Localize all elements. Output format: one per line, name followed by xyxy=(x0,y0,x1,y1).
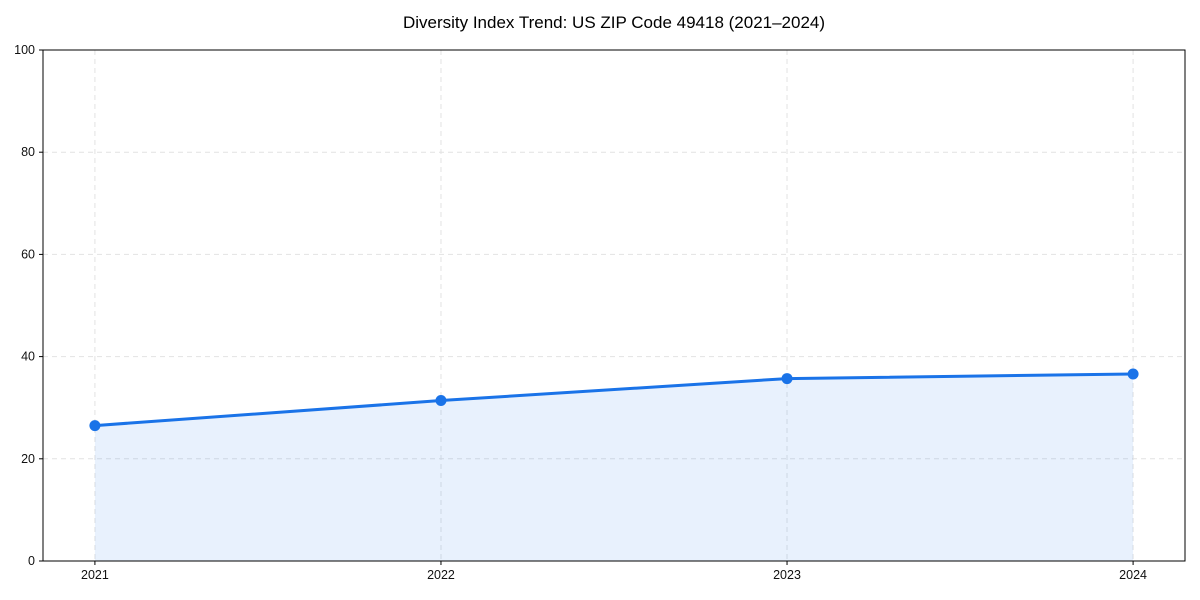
y-axis-tick-label: 100 xyxy=(14,43,35,57)
y-axis-tick-label: 40 xyxy=(21,350,35,364)
x-axis-tick-label: 2022 xyxy=(427,568,455,582)
data-point-marker xyxy=(1127,368,1139,380)
data-point-marker xyxy=(89,420,101,432)
x-axis-tick-label: 2023 xyxy=(773,568,801,582)
tick-labels: 0 20 40 60 80 100 2021 2022 2023 2024 xyxy=(14,43,1147,582)
axis-ticks xyxy=(39,49,1134,565)
x-axis-tick-label: 2021 xyxy=(81,568,109,582)
y-axis-tick-label: 20 xyxy=(21,452,35,466)
data-point-marker xyxy=(435,395,447,407)
axis-frame xyxy=(42,49,1186,562)
y-axis-tick-label: 0 xyxy=(28,554,35,568)
y-axis-tick-label: 60 xyxy=(21,247,35,261)
data-point-marker xyxy=(781,373,793,385)
trend-line xyxy=(93,372,1135,428)
chart-title: Diversity Index Trend: US ZIP Code 49418… xyxy=(402,13,826,32)
area-fill xyxy=(94,373,1134,561)
y-axis-tick-label: 80 xyxy=(21,145,35,159)
x-axis-tick-label: 2024 xyxy=(1119,568,1147,582)
